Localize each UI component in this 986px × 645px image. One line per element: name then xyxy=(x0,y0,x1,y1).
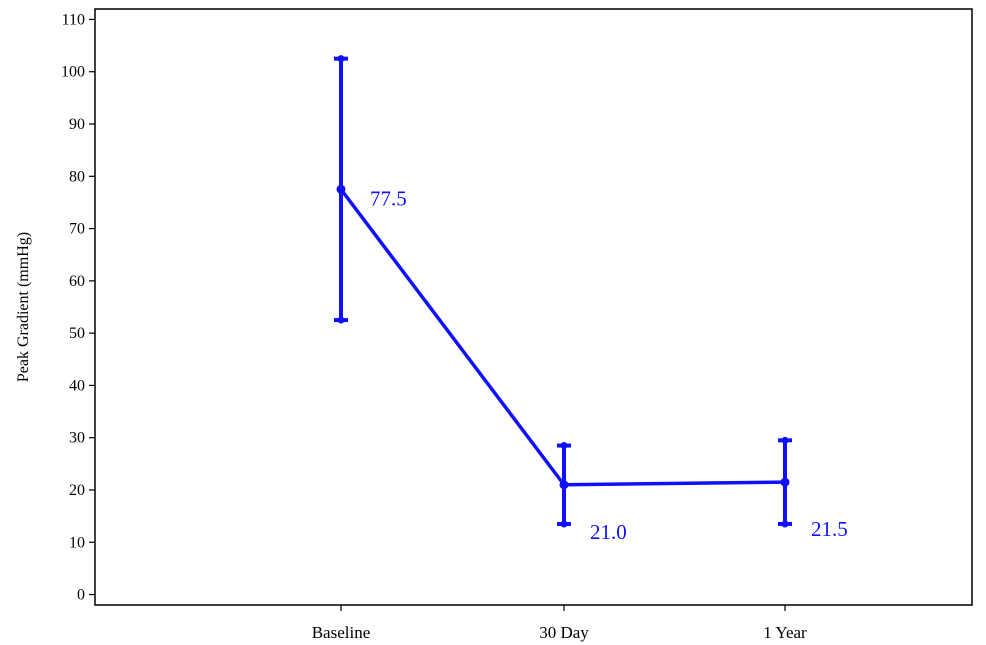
series-line xyxy=(339,188,786,487)
data-point xyxy=(336,184,346,194)
error-bar-end-dot xyxy=(337,55,345,63)
y-tick-label: 20 xyxy=(69,482,85,499)
data-label: 77.5 xyxy=(370,186,407,210)
y-tick-label: 110 xyxy=(62,11,85,28)
y-tick-label: 70 xyxy=(69,221,85,238)
y-tick-label: 0 xyxy=(77,587,85,604)
y-axis-label: Peak Gradient (mmHg) xyxy=(15,232,32,382)
error-bar-end-dot xyxy=(781,436,789,444)
x-category-label: 1 Year xyxy=(763,623,807,642)
y-tick-label: 50 xyxy=(69,325,85,342)
error-bar-end-dot xyxy=(781,520,789,528)
y-tick-label: 40 xyxy=(69,377,85,394)
y-tick-label: 60 xyxy=(69,273,85,290)
y-ticks-layer: 0 10 20 30 40 50 60 70 80 90 100 110 xyxy=(61,11,95,604)
series-layer: 77.5 21.0 21.5 xyxy=(334,55,848,544)
axes-layer xyxy=(94,8,973,606)
plot-frame xyxy=(94,8,973,606)
data-point xyxy=(559,480,569,490)
y-tick-label: 30 xyxy=(69,430,85,447)
error-bar-end-dot xyxy=(337,316,345,324)
x-category-label: Baseline xyxy=(312,623,371,642)
y-tick-label: 80 xyxy=(69,168,85,185)
error-bar-end-dot xyxy=(560,520,568,528)
x-category-label: 30 Day xyxy=(539,623,589,642)
x-categories-layer: Baseline 30 Day 1 Year xyxy=(312,605,807,642)
error-bar-end-dot xyxy=(560,442,568,450)
data-point xyxy=(780,477,790,487)
y-tick-label: 100 xyxy=(61,64,85,81)
y-tick-label: 90 xyxy=(69,116,85,133)
data-label: 21.0 xyxy=(590,520,627,544)
data-label: 21.5 xyxy=(811,517,848,541)
y-tick-label: 10 xyxy=(69,534,85,551)
